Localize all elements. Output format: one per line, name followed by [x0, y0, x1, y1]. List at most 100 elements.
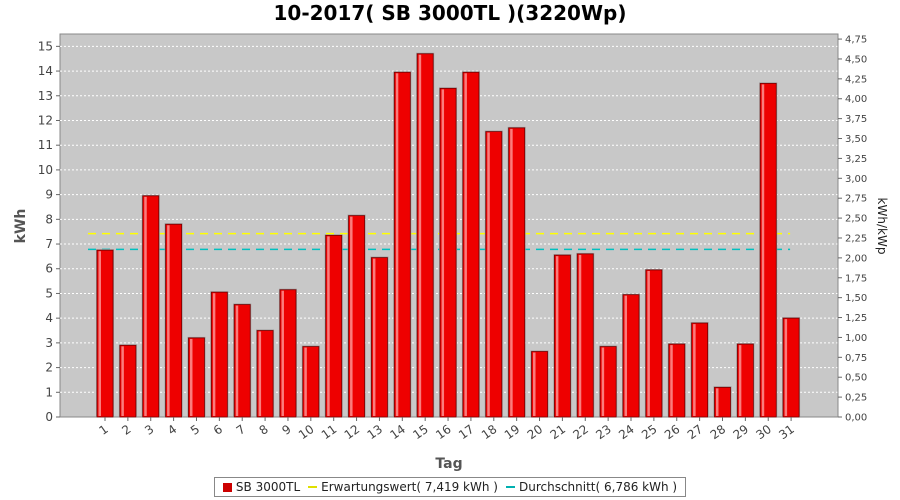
y-right-tick-label-8: 2,00: [845, 253, 867, 264]
y-tick-label-4: 4: [45, 311, 53, 325]
x-tick-label-11: 11: [319, 422, 340, 442]
legend-item-series: SB 3000TL: [222, 480, 301, 494]
bar-highlight-10: [304, 347, 307, 416]
bar-highlight-29: [738, 345, 742, 416]
y-right-tick-label-13: 3,25: [845, 154, 867, 165]
x-tick-label-27: 27: [685, 422, 706, 442]
bar-highlight-27: [693, 324, 696, 416]
y-tick-label-3: 3: [45, 336, 53, 350]
x-tick-label-29: 29: [731, 422, 752, 442]
bar-highlight-19: [510, 128, 513, 416]
x-tick-label-18: 18: [479, 422, 500, 442]
x-tick-label-14: 14: [387, 422, 408, 442]
bar-highlight-24: [624, 295, 628, 416]
y-right-tick-label-11: 2,75: [845, 194, 867, 205]
bar-highlight-20: [533, 352, 536, 416]
bar-highlight-4: [167, 225, 170, 416]
bar-highlight-28: [715, 388, 719, 416]
x-tick-label-8: 8: [257, 422, 271, 438]
bar-highlight-15: [418, 54, 422, 417]
y-right-tick-label-9: 2,25: [845, 233, 867, 244]
bar-highlight-12: [350, 216, 353, 416]
y-right-tick-label-3: 0,75: [845, 353, 867, 364]
y-tick-label-7: 7: [45, 237, 53, 251]
bar-highlight-9: [281, 290, 284, 416]
x-tick-label-3: 3: [142, 422, 156, 438]
y-right-tick-label-16: 4,00: [845, 94, 867, 105]
x-tick-label-20: 20: [525, 422, 546, 442]
y-right-tick-label-14: 3,50: [845, 134, 867, 145]
x-tick-label-21: 21: [548, 422, 569, 442]
y-right-tick-label-4: 1,00: [845, 333, 867, 344]
x-tick-label-15: 15: [410, 422, 431, 442]
y-tick-label-10: 10: [38, 163, 53, 177]
bar-highlight-5: [189, 338, 193, 416]
x-tick-label-16: 16: [433, 422, 454, 442]
x-tick-label-9: 9: [279, 422, 293, 438]
x-tick-label-23: 23: [593, 422, 614, 442]
y-right-tick-label-6: 1,50: [845, 293, 867, 304]
bar-highlight-7: [235, 305, 239, 416]
y-tick-label-14: 14: [38, 64, 53, 78]
bar-highlight-18: [487, 132, 490, 417]
x-tick-label-26: 26: [662, 422, 683, 442]
x-tick-label-10: 10: [296, 422, 317, 442]
legend-swatch-expected: [308, 486, 318, 488]
y-tick-label-12: 12: [38, 113, 53, 127]
bar-highlight-8: [258, 331, 262, 416]
x-tick-label-25: 25: [639, 422, 660, 442]
y-tick-label-6: 6: [45, 262, 53, 276]
y-right-tick-label-18: 4,50: [845, 54, 867, 65]
chart-title: 10-2017( SB 3000TL )(3220Wp): [274, 1, 627, 25]
y-right-tick-label-19: 4,75: [845, 35, 867, 46]
x-tick-label-5: 5: [188, 422, 202, 438]
y-right-tick-label-5: 1,25: [845, 313, 867, 324]
y-right-tick-label-2: 0,50: [845, 373, 867, 384]
y-right-tick-label-10: 2,50: [845, 214, 867, 225]
y-right-tick-label-12: 3,00: [845, 174, 867, 185]
x-tick-label-30: 30: [753, 422, 774, 442]
x-tick-label-13: 13: [365, 422, 386, 442]
right-axis: 0,00 0,25 0,50 0,75 1,00 1,25 1,50 1,75 2,00 2,25…: [837, 34, 867, 424]
bar-highlight-30: [761, 84, 765, 416]
x-tick-label-24: 24: [616, 422, 637, 442]
legend-label-series: SB 3000TL: [235, 480, 301, 494]
legend-item-expected: Erwartungswert( 7,419 kWh ): [308, 480, 498, 494]
bar-highlight-31: [784, 319, 788, 416]
x-axis-label: Tag: [435, 456, 462, 472]
bar-highlight-14: [395, 73, 399, 417]
y-right-tick-label-7: 1,75: [845, 273, 867, 284]
legend-label-expected: Erwartungswert( 7,419 kWh ): [321, 480, 498, 494]
bar-highlight-22: [578, 254, 582, 416]
y-tick-label-13: 13: [38, 89, 53, 103]
y-tick-label-9: 9: [45, 188, 53, 202]
y-right-tick-label-1: 0,25: [845, 393, 867, 404]
x-tick-label-12: 12: [342, 422, 363, 442]
y-right-tick-label-15: 3,75: [845, 114, 867, 125]
bar-highlight-6: [212, 293, 216, 416]
x-tick-label-22: 22: [570, 422, 591, 442]
x-axis: 1 2 3 4 5 6 7 8 9 10 11 12 13 14 15 16 17 18 19 20 21 22 23 24 2…: [96, 417, 797, 442]
y-tick-label-2: 2: [45, 361, 53, 375]
y-right-tick-label-0: 0,00: [845, 413, 867, 424]
x-tick-label-4: 4: [165, 422, 179, 438]
bar-highlight-26: [670, 345, 673, 416]
x-tick-label-1: 1: [96, 422, 110, 438]
legend-item-average: Durchschnitt( 6,786 kWh ): [505, 480, 677, 494]
bar-highlight-17: [464, 73, 467, 417]
x-tick-label-28: 28: [708, 422, 729, 442]
x-tick-label-6: 6: [211, 422, 225, 438]
x-tick-label-19: 19: [502, 422, 523, 442]
bar-highlight-3: [144, 196, 147, 416]
y-tick-label-5: 5: [45, 286, 53, 300]
x-tick-label-17: 17: [456, 422, 477, 442]
bar-highlight-16: [441, 89, 445, 416]
bar-highlight-1: [98, 251, 101, 416]
y-tick-label-0: 0: [45, 410, 53, 424]
bar-highlight-13: [372, 258, 376, 416]
y-axis-label: kWh: [13, 209, 29, 244]
x-tick-label-7: 7: [234, 422, 248, 438]
bar-highlight-2: [121, 346, 124, 416]
